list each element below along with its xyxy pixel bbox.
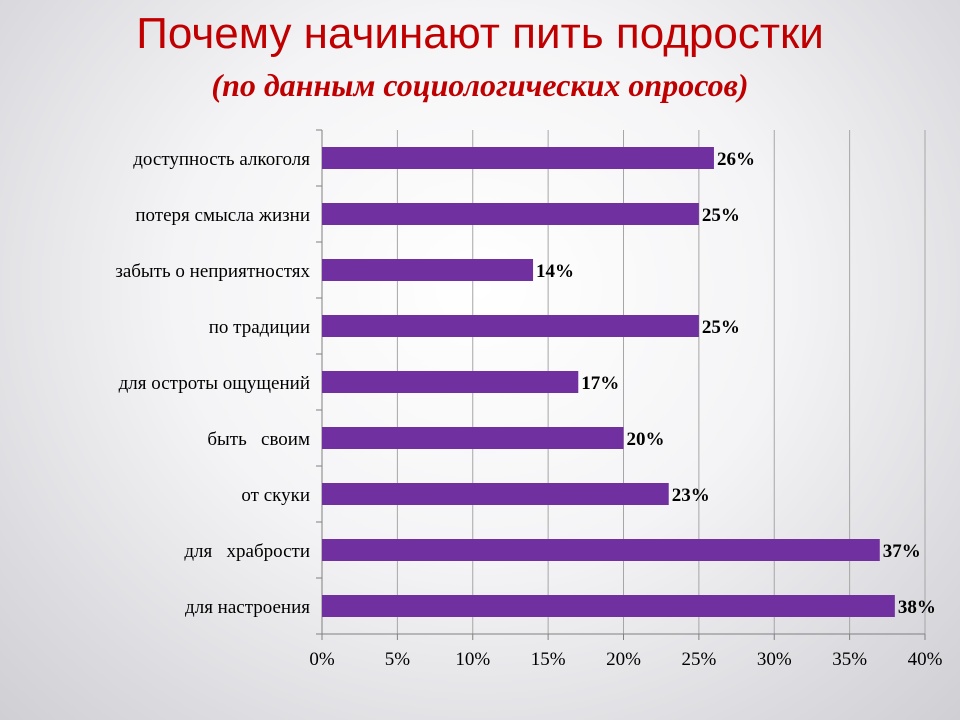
bar — [322, 203, 699, 225]
data-label: 26% — [717, 149, 755, 170]
bar — [322, 427, 624, 449]
category-label: потеря смысла жизни — [135, 205, 310, 226]
bar — [322, 595, 895, 617]
category-label: забыть о неприятностях — [115, 261, 310, 282]
bar — [322, 371, 579, 393]
slide-subtitle: (по данным социологических опросов) — [211, 67, 749, 103]
x-tick-label: 30% — [757, 649, 792, 670]
x-tick-label: 0% — [309, 649, 335, 670]
category-label: доступность алкоголя — [133, 149, 310, 170]
bars — [322, 147, 895, 617]
x-tick-label: 5% — [385, 649, 411, 670]
category-label: для храбрости — [184, 541, 310, 562]
data-label: 25% — [702, 205, 740, 226]
data-label: 17% — [581, 373, 619, 394]
category-label: для настроения — [185, 597, 310, 618]
category-label: быть своим — [207, 429, 310, 450]
data-label: 23% — [672, 485, 710, 506]
data-label: 38% — [898, 597, 936, 618]
data-label: 25% — [702, 317, 740, 338]
slide-title: Почему начинают пить подростки — [136, 9, 824, 58]
x-tick-label: 20% — [606, 649, 641, 670]
x-tick-label: 25% — [681, 649, 716, 670]
x-tick-label: 35% — [832, 649, 867, 670]
x-tick-label: 10% — [455, 649, 490, 670]
x-tick-label: 40% — [908, 649, 943, 670]
bar — [322, 483, 669, 505]
bar — [322, 259, 534, 281]
labels: 0% 5% 10% 15% 20% 25% 30% 35% 40% доступность алк… — [115, 149, 942, 670]
data-label: 20% — [627, 429, 665, 450]
data-label: 37% — [883, 541, 921, 562]
data-label: 14% — [536, 261, 574, 282]
x-tick-label: 15% — [531, 649, 566, 670]
category-label: от скуки — [241, 485, 310, 506]
bar — [322, 539, 880, 561]
bar — [322, 315, 699, 337]
bar — [322, 147, 714, 169]
category-label: по традиции — [209, 317, 310, 338]
category-label: для остроты ощущений — [119, 373, 310, 394]
